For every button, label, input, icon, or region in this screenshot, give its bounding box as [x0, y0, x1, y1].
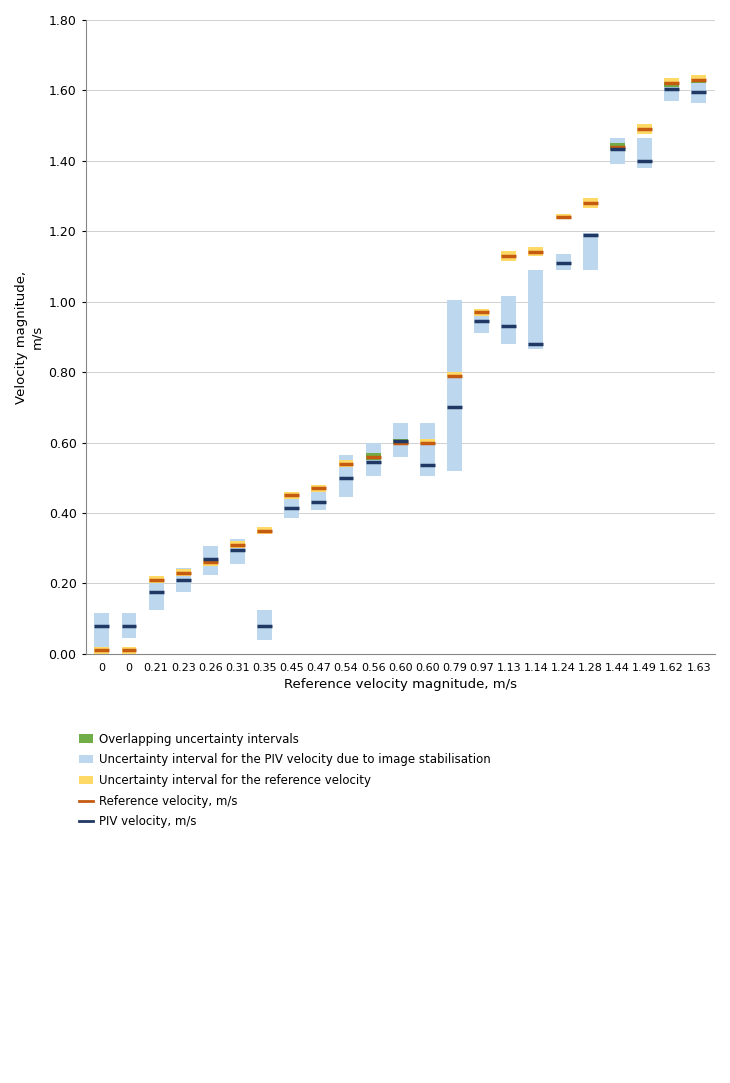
Bar: [284, 492, 299, 499]
Bar: [230, 542, 245, 548]
Bar: [284, 494, 299, 519]
Bar: [366, 443, 380, 477]
Bar: [149, 576, 164, 584]
Bar: [257, 610, 272, 640]
Bar: [393, 439, 408, 444]
Bar: [393, 423, 408, 457]
Bar: [610, 138, 625, 165]
Legend: Overlapping uncertainty intervals, Uncertainty interval for the PIV velocity due: Overlapping uncertainty intervals, Uncer…: [79, 733, 491, 828]
X-axis label: Reference velocity magnitude, m/s: Reference velocity magnitude, m/s: [284, 678, 517, 691]
Bar: [691, 75, 706, 83]
Bar: [502, 297, 516, 344]
Bar: [339, 455, 353, 497]
Bar: [664, 81, 679, 101]
Bar: [474, 309, 489, 316]
Bar: [121, 647, 137, 654]
Bar: [502, 250, 516, 261]
Bar: [366, 453, 380, 460]
Bar: [583, 198, 598, 208]
Bar: [583, 233, 598, 270]
Bar: [637, 138, 652, 168]
Bar: [366, 453, 380, 460]
Bar: [420, 423, 435, 477]
Bar: [447, 373, 462, 378]
Bar: [94, 613, 110, 649]
Bar: [664, 81, 679, 87]
Bar: [312, 486, 326, 509]
Bar: [664, 78, 679, 87]
Bar: [447, 300, 462, 471]
Y-axis label: Velocity magnitude,
m/s: Velocity magnitude, m/s: [15, 271, 43, 404]
Bar: [691, 81, 706, 103]
Bar: [691, 81, 706, 83]
Bar: [610, 143, 625, 151]
Bar: [529, 247, 543, 256]
Bar: [176, 570, 191, 576]
Bar: [230, 539, 245, 564]
Bar: [529, 270, 543, 350]
Bar: [556, 213, 571, 219]
Bar: [203, 547, 218, 575]
Bar: [121, 613, 137, 638]
Bar: [474, 311, 489, 334]
Bar: [94, 647, 110, 654]
Bar: [257, 527, 272, 534]
Bar: [393, 439, 408, 444]
Bar: [610, 143, 625, 151]
Bar: [339, 460, 353, 467]
Bar: [312, 485, 326, 492]
Bar: [149, 578, 164, 610]
Bar: [556, 255, 571, 270]
Bar: [637, 123, 652, 134]
Bar: [176, 567, 191, 592]
Bar: [203, 559, 218, 565]
Bar: [420, 439, 435, 444]
